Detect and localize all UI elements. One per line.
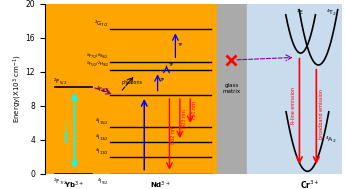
Text: $^4$F$_{3/2}$: $^4$F$_{3/2}$	[96, 84, 109, 94]
Text: $^4$T$_2$: $^4$T$_2$	[326, 8, 337, 18]
Text: ET: ET	[102, 88, 109, 93]
Text: NaYF$_4$: NaYF$_4$	[117, 187, 139, 189]
Bar	[217, 4, 247, 174]
Text: 980 nm: 980 nm	[66, 119, 70, 142]
Text: $^4$I$_{13/2}$: $^4$I$_{13/2}$	[95, 132, 109, 142]
Text: glass
matrix: glass matrix	[223, 83, 241, 94]
Text: Cr$^{3+}$: Cr$^{3+}$	[300, 179, 320, 189]
Text: broadband emission: broadband emission	[319, 89, 324, 139]
Text: Yb$^{3+}$: Yb$^{3+}$	[64, 180, 84, 189]
Text: $^2$E: $^2$E	[296, 8, 305, 17]
Text: $^2$F$_{5/2}$: $^2$F$_{5/2}$	[53, 76, 68, 86]
Text: $^4$A$_2$: $^4$A$_2$	[325, 135, 337, 145]
Text: $^4$I$_{15/2}$: $^4$I$_{15/2}$	[95, 117, 109, 126]
Y-axis label: Energy(X10$^3$ cm$^{-1}$): Energy(X10$^3$ cm$^{-1}$)	[12, 54, 24, 123]
Text: Nd$^{3+}$: Nd$^{3+}$	[150, 180, 171, 189]
Text: R-line emission: R-line emission	[292, 87, 296, 124]
Text: $^4$I$_{11/2}$: $^4$I$_{11/2}$	[95, 146, 109, 156]
Text: $^2$F$_{7/2}$: $^2$F$_{7/2}$	[53, 177, 68, 186]
Text: phonons: phonons	[122, 80, 143, 84]
Text: 803 nm: 803 nm	[181, 109, 187, 128]
Text: $^4$I$_{9/2}$: $^4$I$_{9/2}$	[97, 177, 109, 186]
Text: 862 nm: 862 nm	[171, 125, 176, 144]
Text: $^4$F$_{7/2}$/$^4$S$_{3/2}$: $^4$F$_{7/2}$/$^4$S$_{3/2}$	[86, 51, 109, 61]
Bar	[45, 4, 217, 174]
Text: 750 nm: 750 nm	[192, 101, 197, 120]
Text: $^4$F$_{5/2}$/$^2$H$_{9/2}$: $^4$F$_{5/2}$/$^2$H$_{9/2}$	[86, 59, 109, 69]
Text: TP: TP	[168, 63, 173, 67]
Text: NaAlSiO$_4$: NaAlSiO$_4$	[295, 187, 326, 189]
Text: TP: TP	[159, 78, 164, 82]
Bar	[247, 4, 342, 174]
Text: TP: TP	[177, 43, 182, 47]
Text: $^2$G$_{7/2}$: $^2$G$_{7/2}$	[94, 19, 109, 28]
